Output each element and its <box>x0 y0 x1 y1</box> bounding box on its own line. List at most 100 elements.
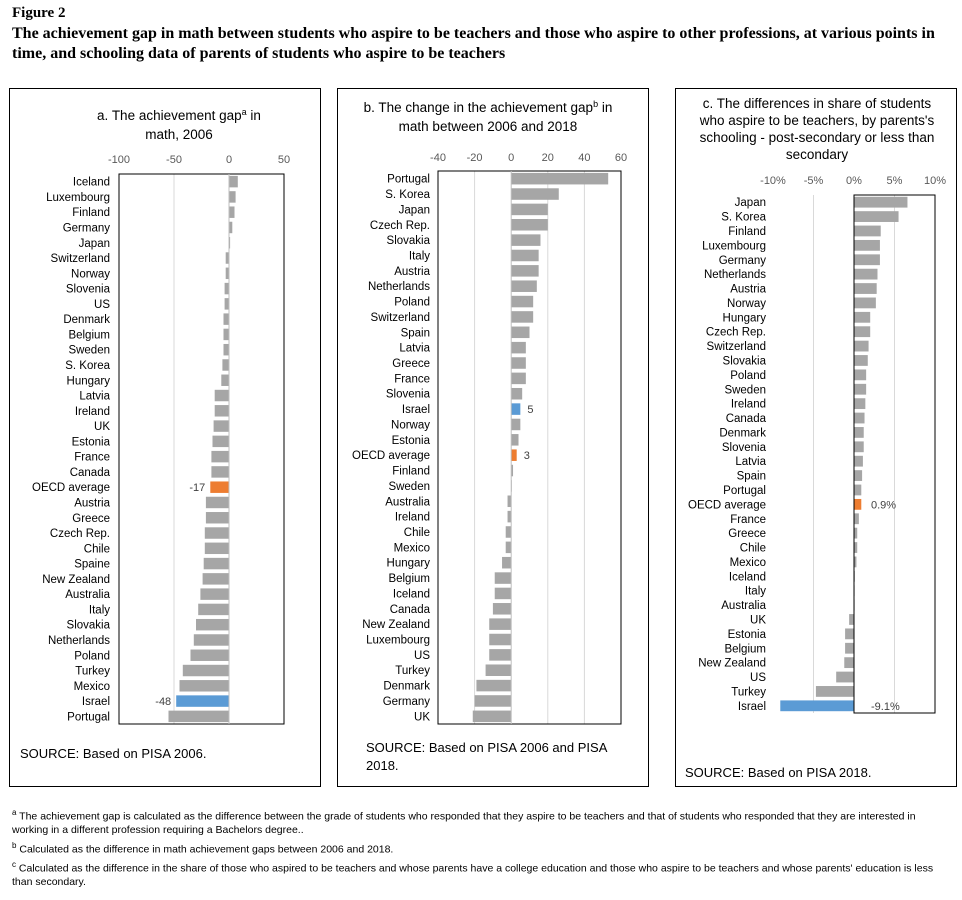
category-label: Ireland <box>395 512 430 524</box>
x-tick-label: 0 <box>226 154 232 166</box>
chart-a-source: SOURCE: Based on PISA 2006. <box>20 746 207 761</box>
figure-title: The achievement gap in math between stud… <box>12 25 935 62</box>
category-label: Poland <box>730 370 766 382</box>
category-label: Slovakia <box>387 235 431 247</box>
chart-title-line-3: schooling - post-secondary or less than <box>700 130 935 145</box>
chart-title-line-1: c. The differences in share of students <box>703 96 932 111</box>
bar-oecd-average <box>854 498 862 510</box>
bar-norway <box>225 267 229 280</box>
bar-czech-rep <box>511 219 548 231</box>
bar-greece <box>205 512 229 524</box>
data-label-oecd-average: -17 <box>189 482 205 494</box>
category-label: Germany <box>719 255 767 267</box>
bar-australia <box>200 588 229 600</box>
title-superscript: a <box>242 107 247 117</box>
chart-c-source: SOURCE: Based on PISA 2018. <box>685 765 872 780</box>
bar-france <box>511 372 526 385</box>
category-label: Ireland <box>75 406 110 418</box>
bar-portugal <box>511 172 609 185</box>
category-label: Greece <box>728 528 766 540</box>
category-label: Ireland <box>731 399 766 411</box>
category-label: Slovakia <box>67 620 111 632</box>
category-label: Latvia <box>735 456 766 468</box>
category-label: Belgium <box>388 573 430 585</box>
bar-israel <box>780 700 854 712</box>
category-label: S. Korea <box>65 360 110 372</box>
bar-us <box>224 298 229 310</box>
title-suffix: in <box>598 100 612 115</box>
x-tick-label: 60 <box>615 152 627 164</box>
bar-estonia <box>212 435 229 448</box>
category-label: Hungary <box>67 375 111 387</box>
category-label: Hungary <box>723 312 767 324</box>
bar-luxembourg <box>489 633 512 646</box>
x-tick-label: -10% <box>760 175 786 187</box>
x-tick-label: -20 <box>467 152 483 164</box>
category-label: Turkey <box>395 665 430 677</box>
bar-us <box>489 649 512 661</box>
x-tick-label: -50 <box>166 154 182 166</box>
x-tick-label: -100 <box>108 154 130 166</box>
bar-mexico <box>179 680 229 692</box>
bar-turkey <box>485 664 512 676</box>
bar-denmark <box>854 427 864 438</box>
bar-austria <box>205 496 229 509</box>
chart-c-svg: c. The differences in share of students w… <box>688 96 946 714</box>
category-label: Estonia <box>392 435 431 447</box>
bar-hungary <box>854 311 871 323</box>
bar-latvia <box>511 341 526 354</box>
data-label-israel: -48 <box>155 696 171 708</box>
footnote-a-text: The achievement gap is calculated as the… <box>12 810 916 836</box>
category-label: Greece <box>392 358 430 370</box>
bar-greece <box>511 357 526 369</box>
category-label: OECD average <box>352 450 430 462</box>
bar-norway <box>854 297 876 309</box>
bar-spain <box>511 326 530 339</box>
bar-latvia <box>214 389 229 402</box>
bar-estonia <box>511 434 519 446</box>
category-label: Slovakia <box>723 355 767 367</box>
category-label: Mexico <box>730 557 766 569</box>
bar-poland <box>190 649 229 661</box>
category-label: Japan <box>399 204 430 216</box>
bar-switzerland <box>511 311 534 323</box>
category-label: Luxembourg <box>366 635 430 647</box>
category-label: Australia <box>721 600 766 612</box>
category-label: Luxembourg <box>46 192 110 204</box>
category-label: Belgium <box>724 643 766 655</box>
category-label: Switzerland <box>371 312 430 324</box>
category-label: Germany <box>63 222 111 234</box>
category-label: Norway <box>71 268 110 280</box>
bar-ireland <box>214 405 229 417</box>
category-label: UK <box>414 711 430 723</box>
bar-norway <box>511 418 521 431</box>
category-label: Turkey <box>731 686 766 698</box>
category-label: Netherlands <box>368 281 430 293</box>
category-label: Greece <box>72 513 110 525</box>
plot-frame <box>437 170 622 725</box>
figure-label: Figure 2 <box>12 5 66 21</box>
category-label: Latvia <box>79 391 110 403</box>
title-superscript: b <box>593 99 598 109</box>
category-label: US <box>750 672 766 684</box>
category-label: Italy <box>409 250 430 262</box>
category-label: Iceland <box>393 588 430 600</box>
title-suffix: in <box>247 108 261 123</box>
bar-netherlands <box>854 268 878 280</box>
bar-canada <box>854 412 865 424</box>
bar-slovenia <box>854 441 864 453</box>
category-label: Israel <box>82 696 110 708</box>
category-label: Finland <box>728 226 766 238</box>
data-label-oecd-average: 0.9% <box>871 499 896 511</box>
x-tick-label: 40 <box>578 152 590 164</box>
bar-japan <box>229 237 231 249</box>
category-label: Australia <box>65 589 110 601</box>
bar-japan <box>511 203 548 216</box>
bar-italy <box>511 249 539 262</box>
category-label: France <box>730 514 766 526</box>
bar-finland <box>229 206 235 218</box>
bar-belgium <box>845 642 854 654</box>
bar-new-zealand <box>844 657 854 669</box>
bar-spain <box>854 470 863 481</box>
bar-switzerland <box>225 252 229 264</box>
